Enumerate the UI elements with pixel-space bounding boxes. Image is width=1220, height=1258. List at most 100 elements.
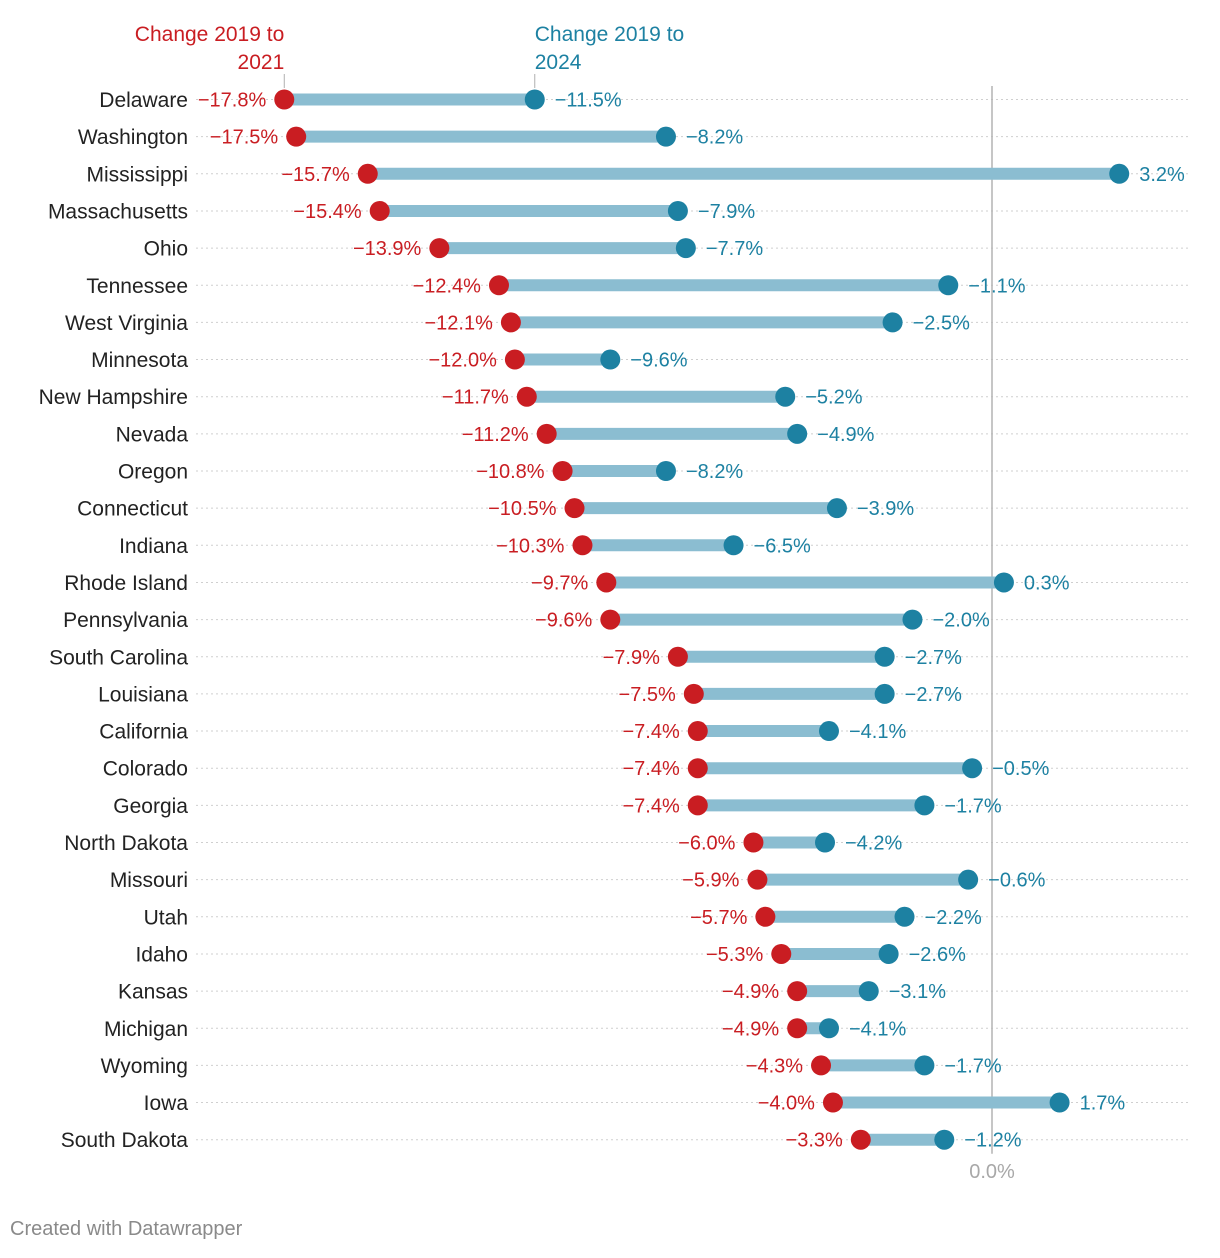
state-label: Indiana: [119, 535, 188, 558]
value-label-2021: −4.9%: [722, 1018, 779, 1040]
dot-2024: [878, 943, 899, 964]
credit: Created with Datawrapper: [10, 1218, 243, 1240]
state-label: New Hampshire: [39, 386, 188, 409]
value-label-2021: −6.0%: [678, 833, 735, 855]
value-label-2024: −4.9%: [817, 424, 874, 446]
dot-2021: [516, 386, 537, 407]
value-label-2024: −7.9%: [698, 201, 755, 223]
dot-2021: [787, 1018, 808, 1039]
dot-2021: [274, 89, 295, 110]
state-label: North Dakota: [64, 832, 188, 855]
value-label-2024: −5.2%: [805, 387, 862, 409]
dot-2021: [850, 1129, 871, 1150]
value-label-2024: −0.6%: [988, 870, 1045, 892]
value-label-2021: −15.4%: [293, 201, 362, 223]
value-label-2024: −2.7%: [905, 684, 962, 706]
state-label: West Virginia: [65, 312, 188, 335]
dot-2024: [815, 832, 836, 853]
dot-2021: [572, 535, 593, 556]
dot-2021: [536, 423, 557, 444]
dot-2021: [552, 461, 573, 481]
dot-2024: [938, 275, 959, 296]
state-label: Washington: [78, 126, 188, 149]
state-label: Missouri: [110, 869, 188, 892]
value-label-2021: −11.2%: [462, 424, 529, 446]
dot-2024: [524, 89, 545, 110]
dot-2024: [882, 312, 903, 333]
state-label: Georgia: [113, 795, 188, 818]
dot-2024: [958, 869, 979, 890]
state-label: California: [99, 721, 188, 744]
dot-2024: [818, 1018, 839, 1039]
dot-2024: [655, 126, 676, 147]
value-label-2021: −7.4%: [623, 758, 680, 780]
value-label-2024: −3.1%: [889, 981, 946, 1003]
dot-2021: [504, 349, 525, 370]
state-label: South Dakota: [61, 1129, 189, 1152]
dot-2021: [429, 238, 450, 259]
state-label: Iowa: [144, 1092, 189, 1115]
dot-2024: [818, 721, 839, 742]
state-label: Louisiana: [98, 683, 188, 706]
value-label-2021: −17.8%: [198, 90, 267, 112]
value-label-2021: −9.6%: [535, 610, 592, 632]
value-label-2021: −11.7%: [442, 387, 509, 409]
dot-2021: [369, 200, 390, 221]
dot-2021: [500, 312, 521, 333]
value-label-2024: −11.5%: [555, 90, 622, 112]
dot-2021: [596, 572, 617, 593]
state-label: Pennsylvania: [63, 609, 188, 632]
state-label: Michigan: [104, 1018, 188, 1041]
dot-2021: [488, 275, 509, 296]
dot-2024: [934, 1129, 955, 1150]
value-label-2021: −7.4%: [623, 795, 680, 817]
legend-2024-line: Change 2019 to: [535, 23, 684, 46]
value-label-2021: −7.5%: [619, 684, 676, 706]
value-label-2024: −4.2%: [845, 833, 902, 855]
dot-2021: [667, 646, 688, 667]
value-label-2024: −2.6%: [909, 944, 966, 966]
dot-2024: [787, 423, 808, 444]
state-label: Tennessee: [86, 275, 188, 298]
state-label: Oregon: [118, 461, 188, 484]
dot-2021: [600, 609, 621, 630]
state-label: Nevada: [116, 423, 189, 446]
dot-2024: [858, 981, 879, 1002]
dot-2021: [811, 1055, 832, 1076]
value-label-2024: −2.5%: [913, 312, 970, 334]
value-label-2021: −12.0%: [428, 350, 497, 372]
dot-2024: [993, 572, 1014, 593]
state-label: Minnesota: [91, 349, 188, 372]
dot-2024: [675, 238, 696, 259]
value-label-2021: −5.9%: [682, 870, 739, 892]
dot-2021: [771, 943, 792, 964]
state-label: South Carolina: [49, 646, 188, 669]
dot-2024: [826, 498, 847, 519]
value-label-2021: −4.3%: [746, 1055, 803, 1077]
value-label-2021: −7.4%: [623, 721, 680, 743]
dot-2024: [723, 535, 744, 556]
legend-2021-line: Change 2019 to: [135, 23, 284, 46]
dot-2024: [600, 349, 621, 370]
dot-2021: [743, 832, 764, 853]
value-label-2024: −2.7%: [905, 647, 962, 669]
dot-2024: [914, 795, 935, 816]
value-label-2021: −13.9%: [353, 238, 422, 260]
state-label: Wyoming: [101, 1055, 188, 1078]
x-tick-label: 0.0%: [969, 1161, 1015, 1183]
dot-2024: [962, 758, 983, 779]
value-label-2021: −5.3%: [706, 944, 763, 966]
value-label-2024: −1.1%: [968, 275, 1025, 297]
value-label-2024: −4.1%: [849, 721, 906, 743]
legend-2024-line: 2024: [535, 51, 582, 74]
dot-2024: [655, 461, 676, 481]
state-label: Mississippi: [86, 163, 188, 186]
value-label-2024: −8.2%: [686, 127, 743, 149]
value-label-2024: −6.5%: [754, 535, 811, 557]
value-label-2024: −1.2%: [964, 1130, 1021, 1152]
value-label-2024: −8.2%: [686, 461, 743, 483]
dot-2024: [894, 906, 915, 927]
value-label-2024: 1.7%: [1080, 1093, 1126, 1115]
dot-2021: [787, 981, 808, 1002]
value-label-2021: −4.0%: [758, 1093, 815, 1115]
